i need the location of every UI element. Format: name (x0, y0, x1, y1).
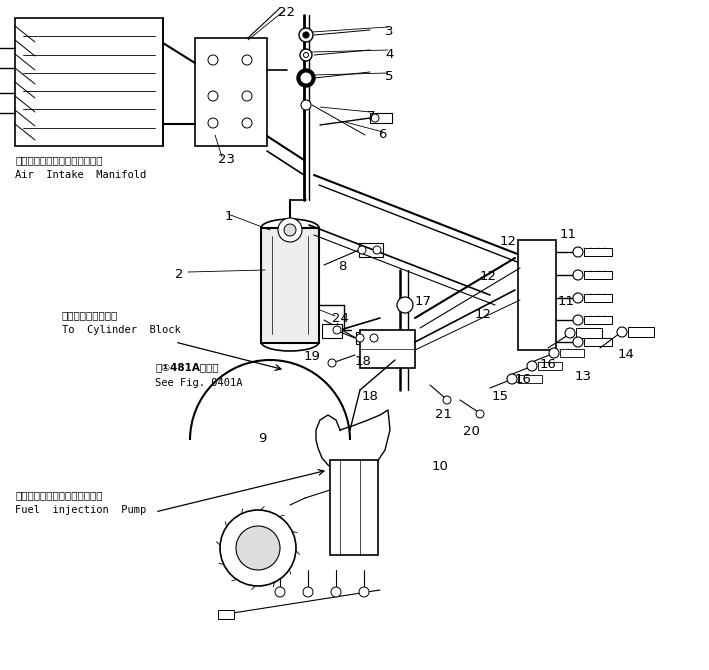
Bar (538, 362, 562, 370)
Bar (356, 332, 380, 344)
Circle shape (301, 73, 311, 83)
Circle shape (284, 224, 296, 236)
Circle shape (370, 334, 378, 342)
Bar (15, 18, 163, 146)
Bar (628, 327, 654, 337)
Text: 18: 18 (355, 355, 372, 368)
Circle shape (373, 246, 381, 254)
Bar (518, 240, 556, 350)
Bar (576, 328, 602, 338)
Text: 10: 10 (432, 460, 449, 473)
Bar (518, 375, 542, 383)
Circle shape (220, 510, 296, 586)
Circle shape (242, 118, 252, 128)
Bar (584, 294, 612, 302)
Circle shape (356, 334, 364, 342)
Text: 3: 3 (385, 25, 393, 38)
Circle shape (333, 326, 341, 334)
Bar (560, 349, 584, 357)
Text: 11: 11 (558, 295, 575, 308)
Bar (584, 316, 612, 324)
Circle shape (549, 348, 559, 358)
Circle shape (297, 69, 315, 87)
Circle shape (331, 587, 341, 597)
Text: 12: 12 (500, 235, 517, 248)
Text: 16: 16 (540, 358, 557, 371)
Text: 13: 13 (575, 370, 592, 383)
Circle shape (299, 28, 313, 42)
Circle shape (443, 396, 451, 404)
Circle shape (328, 359, 336, 367)
Text: 7: 7 (367, 110, 376, 123)
Text: 第①481A図参照: 第①481A図参照 (155, 362, 218, 372)
Circle shape (371, 114, 379, 122)
Circle shape (507, 374, 517, 384)
Circle shape (303, 32, 309, 38)
Circle shape (527, 361, 537, 371)
Circle shape (358, 246, 366, 254)
Text: 5: 5 (385, 70, 393, 83)
Text: Fuel  injection  Pump: Fuel injection Pump (15, 505, 146, 515)
Bar (360, 330, 415, 368)
Circle shape (301, 100, 311, 110)
Bar (359, 243, 383, 257)
Text: 14: 14 (618, 348, 635, 361)
Bar (322, 324, 342, 338)
Text: 12: 12 (480, 270, 497, 283)
Text: 8: 8 (338, 260, 347, 273)
Bar (370, 113, 392, 123)
Text: 11: 11 (560, 228, 577, 241)
Circle shape (208, 91, 218, 101)
Bar (218, 610, 234, 619)
Circle shape (242, 55, 252, 65)
Text: 15: 15 (492, 390, 509, 403)
Circle shape (573, 293, 583, 303)
Circle shape (573, 247, 583, 257)
Text: 19: 19 (304, 350, 321, 363)
Circle shape (303, 587, 313, 597)
Circle shape (208, 118, 218, 128)
Text: 21: 21 (435, 408, 452, 421)
Text: 23: 23 (218, 153, 235, 166)
Text: 17: 17 (415, 295, 432, 308)
Text: 1: 1 (225, 210, 233, 223)
Circle shape (278, 218, 302, 242)
Text: 6: 6 (378, 128, 386, 141)
Text: 4: 4 (385, 48, 393, 61)
Circle shape (359, 587, 369, 597)
Circle shape (573, 270, 583, 280)
Text: To  Cylinder  Block: To Cylinder Block (62, 325, 181, 335)
Circle shape (397, 297, 413, 313)
Text: 20: 20 (463, 425, 480, 438)
Circle shape (242, 91, 252, 101)
Text: シリンダブロックヘ: シリンダブロックヘ (62, 310, 118, 320)
Bar (261, 228, 319, 343)
Text: 12: 12 (475, 308, 492, 321)
Circle shape (565, 328, 575, 338)
Bar (584, 271, 612, 279)
Text: 24: 24 (332, 312, 349, 325)
Bar (330, 460, 378, 555)
Circle shape (275, 587, 285, 597)
Circle shape (208, 55, 218, 65)
Text: エアーインテークマニホールド: エアーインテークマニホールド (15, 155, 103, 165)
Circle shape (303, 52, 308, 58)
Text: 16: 16 (515, 373, 532, 386)
Text: See Fig. 0401A: See Fig. 0401A (155, 378, 242, 388)
Bar (584, 248, 612, 256)
Circle shape (573, 315, 583, 325)
Circle shape (476, 410, 484, 418)
Text: フェルインジェクションポンプ: フェルインジェクションポンプ (15, 490, 103, 500)
Text: 22: 22 (278, 6, 295, 19)
Circle shape (573, 337, 583, 347)
Text: Air  Intake  Manifold: Air Intake Manifold (15, 170, 146, 180)
Circle shape (617, 327, 627, 337)
Text: 2: 2 (175, 268, 184, 281)
Bar (195, 38, 267, 146)
Circle shape (236, 526, 280, 570)
Text: 18: 18 (362, 390, 379, 403)
Text: 9: 9 (258, 432, 267, 445)
Circle shape (300, 49, 312, 61)
Bar (584, 338, 612, 346)
